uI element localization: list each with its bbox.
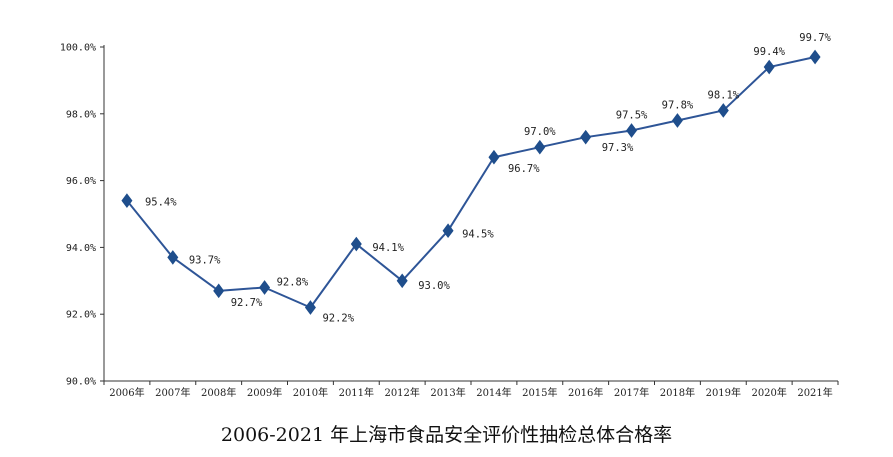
data-label: 94.5%	[462, 229, 494, 241]
data-point-marker	[580, 129, 592, 145]
x-tick-label: 2020年	[751, 386, 786, 399]
data-label: 96.7%	[508, 163, 540, 175]
x-tick-label: 2007年	[155, 386, 190, 399]
x-tick-label: 2018年	[660, 386, 695, 399]
data-point-marker	[213, 283, 225, 299]
x-tick-label: 2010年	[293, 386, 328, 399]
data-label: 97.8%	[662, 99, 694, 111]
data-labels: 95.4% 93.7% 92.7% 92.8% 92.2% 94.1% 93.0% 94.5%…	[145, 32, 832, 325]
x-tick-label: 2009年	[247, 386, 282, 399]
data-label: 92.7%	[231, 297, 263, 309]
data-point-marker	[809, 49, 821, 65]
data-point-marker	[167, 250, 179, 265]
x-tick-label: 2008年	[201, 386, 236, 399]
data-point-marker	[488, 149, 500, 165]
y-tick-label: 94.0%	[66, 243, 96, 254]
x-tick-label: 2006年	[109, 386, 144, 399]
x-tick-label: 2021年	[797, 386, 832, 399]
data-label: 97.0%	[524, 126, 556, 138]
x-tick-label: 2014年	[476, 386, 511, 399]
data-label: 98.1%	[708, 89, 740, 101]
series-line	[126, 56, 816, 309]
data-label: 92.2%	[322, 313, 354, 325]
y-tick-label: 92.0%	[66, 310, 96, 321]
data-point-marker	[534, 139, 546, 155]
data-label: 93.7%	[189, 254, 221, 266]
data-point-marker	[763, 59, 775, 75]
data-label: 97.5%	[616, 110, 648, 122]
x-tick-label: 2019年	[706, 386, 741, 399]
x-tick-label: 2013年	[430, 386, 465, 399]
data-label: 95.4%	[145, 197, 177, 209]
x-tick-label: 2016年	[568, 386, 603, 399]
x-tick-label: 2011年	[339, 386, 374, 399]
data-point-marker	[442, 223, 454, 239]
data-point-marker	[717, 103, 729, 118]
y-tick-label: 96.0%	[66, 176, 96, 187]
chart-title: 2006-2021 年上海市食品安全评价性抽检总体合格率	[220, 424, 673, 446]
data-point-marker	[396, 273, 408, 289]
y-tick-label: 98.0%	[66, 109, 96, 120]
data-label: 93.0%	[418, 280, 450, 292]
series-layer	[121, 49, 821, 315]
data-label: 99.4%	[753, 46, 785, 58]
x-tick-label: 2015年	[522, 386, 557, 399]
data-point-marker	[121, 193, 133, 208]
y-tick-label: 90.0%	[66, 377, 96, 388]
y-tick-label: 100.0%	[60, 43, 96, 54]
data-label: 99.7%	[799, 32, 831, 44]
data-point-marker	[259, 280, 271, 295]
axes: 90.0% 92.0% 94.0% 96.0% 98.0% 100.0% 2006年 2007…	[60, 43, 839, 399]
data-point-marker	[626, 123, 638, 138]
data-label: 94.1%	[372, 242, 404, 254]
data-point-marker	[350, 236, 362, 252]
x-tick-label: 2017年	[614, 386, 649, 399]
data-label: 97.3%	[602, 142, 634, 154]
x-tick-label: 2012年	[384, 386, 419, 399]
data-point-marker	[671, 113, 683, 128]
data-label: 92.8%	[277, 276, 309, 288]
data-point-marker	[304, 300, 316, 315]
